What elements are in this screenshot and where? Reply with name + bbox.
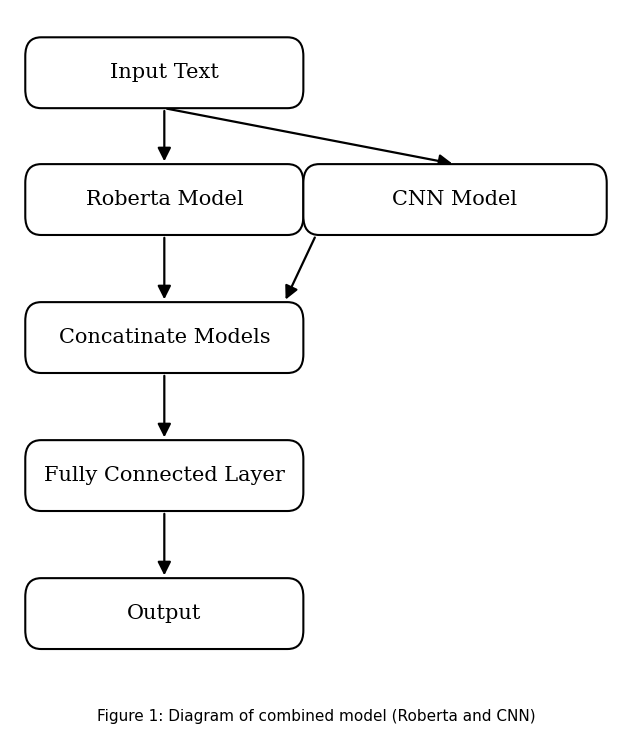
Text: Concatinate Models: Concatinate Models (59, 328, 270, 347)
FancyBboxPatch shape (25, 37, 303, 108)
Text: Output: Output (127, 604, 202, 623)
Text: Input Text: Input Text (110, 63, 219, 82)
FancyBboxPatch shape (303, 164, 607, 235)
Text: CNN Model: CNN Model (392, 190, 518, 209)
Text: Roberta Model: Roberta Model (85, 190, 243, 209)
Text: Fully Connected Layer: Fully Connected Layer (44, 466, 285, 485)
FancyBboxPatch shape (25, 302, 303, 373)
FancyBboxPatch shape (25, 578, 303, 649)
FancyBboxPatch shape (25, 440, 303, 511)
FancyBboxPatch shape (25, 164, 303, 235)
Text: Figure 1: Diagram of combined model (Roberta and CNN): Figure 1: Diagram of combined model (Rob… (97, 709, 535, 724)
